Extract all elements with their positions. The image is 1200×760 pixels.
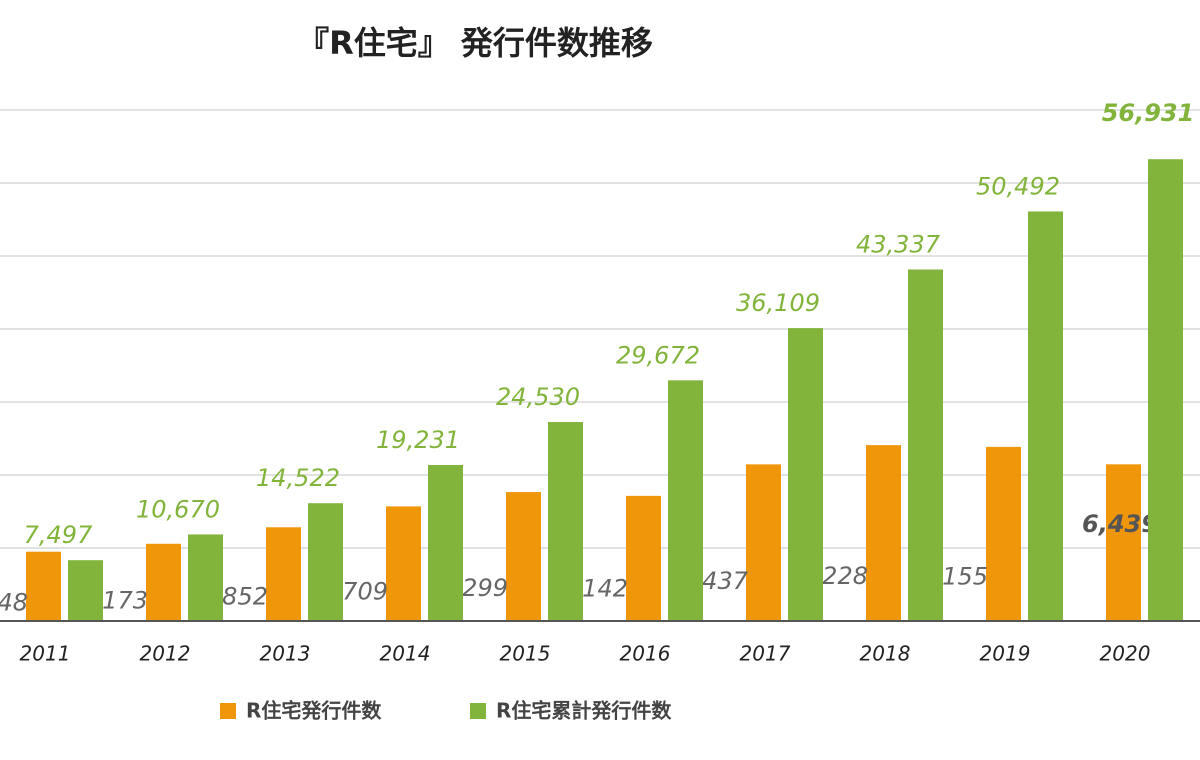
value-label: 19,231: [376, 426, 460, 454]
x-tick-label: 2012: [140, 642, 191, 666]
bar: [668, 380, 703, 621]
bar: [1148, 159, 1183, 622]
x-tick-label: 2011: [20, 642, 71, 666]
bar: [68, 560, 103, 621]
bar: [548, 422, 583, 621]
value-label: 43,337: [856, 230, 941, 258]
x-tick-label: 2020: [1100, 642, 1151, 666]
chart-title: 『R住宅』 発行件数推移: [297, 24, 653, 62]
bar: [506, 492, 541, 621]
value-label: 29,672: [616, 341, 700, 369]
value-label: 56,931: [1102, 99, 1195, 127]
value-label: 36,109: [736, 289, 820, 317]
bar: [266, 527, 301, 621]
x-tick-label: 2017: [740, 642, 791, 666]
bar: [188, 534, 223, 621]
value-label: 7,497: [24, 521, 93, 549]
bar: [866, 445, 901, 621]
legend-label: R住宅累計発行件数: [496, 699, 672, 723]
bar: [788, 328, 823, 621]
x-tick-label: 2019: [980, 642, 1031, 666]
value-label: 24,530: [496, 383, 580, 411]
bar: [1028, 211, 1063, 621]
legend-swatch: [220, 703, 236, 719]
bar: [386, 506, 421, 621]
x-tick-label: 2015: [500, 642, 551, 666]
bar: [626, 495, 661, 621]
bar: [986, 446, 1021, 621]
x-tick-label: 2016: [620, 642, 671, 666]
value-label: 14,522: [256, 464, 340, 492]
bar: [308, 503, 343, 621]
bar: [428, 465, 463, 621]
value-label: 10,670: [136, 495, 220, 523]
legend-swatch: [470, 703, 486, 719]
value-label: 50,492: [976, 172, 1060, 200]
x-tick-label: 2013: [260, 642, 311, 666]
bar: [908, 269, 943, 621]
bar: [26, 551, 61, 621]
legend-label: R住宅発行件数: [246, 699, 382, 723]
value-label: 2,848: [0, 589, 28, 617]
x-tick-label: 2014: [380, 642, 431, 666]
x-tick-label: 2018: [860, 642, 911, 666]
bar: [746, 464, 781, 621]
bar: [1106, 464, 1141, 621]
bar: [146, 543, 181, 621]
value-label: 6,439: [1082, 510, 1158, 538]
